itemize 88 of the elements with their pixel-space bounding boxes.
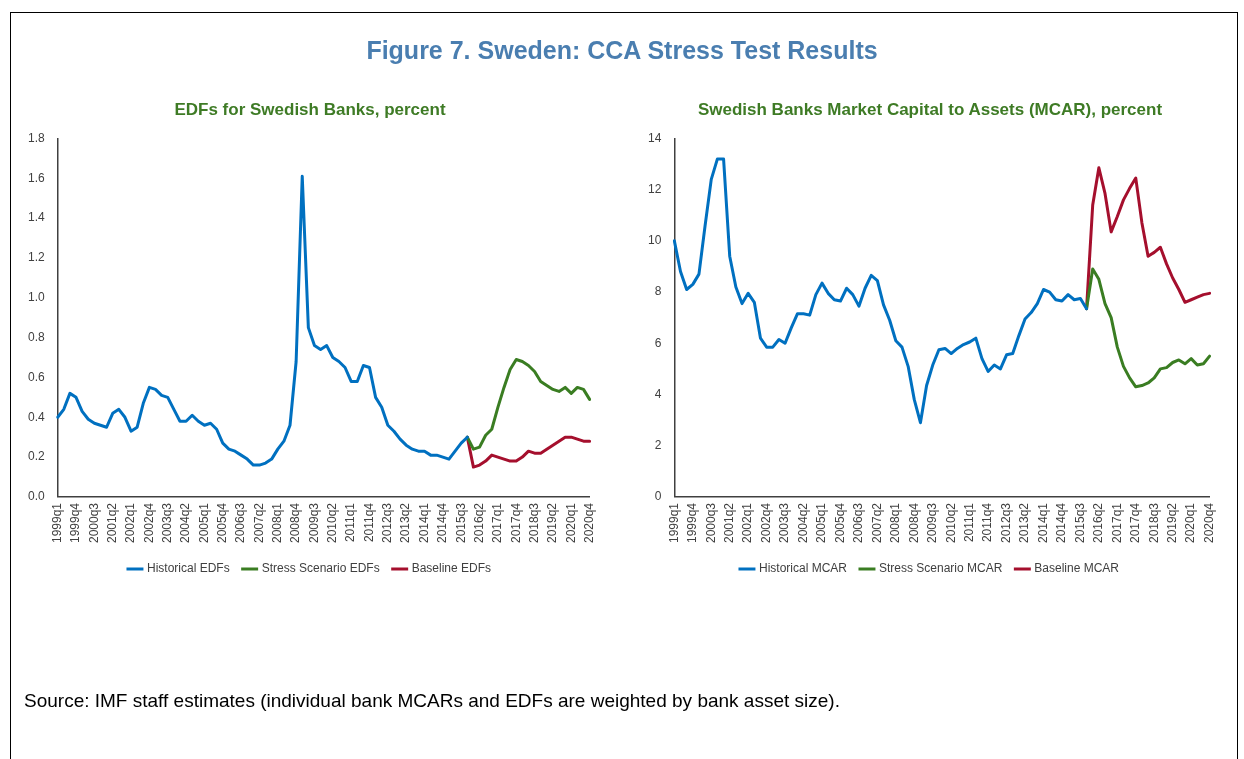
- x-tick-label: 1999q4: [685, 502, 700, 543]
- x-tick-label: 2004q2: [178, 502, 193, 543]
- x-tick-label: 2017q1: [1109, 502, 1124, 543]
- x-tick-label: 1999q4: [68, 502, 83, 543]
- y-tick-label: 14: [647, 130, 662, 145]
- y-tick-label: 0.6: [27, 369, 45, 384]
- legend-label: Stress Scenario EDFs: [261, 561, 380, 576]
- y-tick-label: 1.2: [27, 250, 45, 265]
- x-tick-label: 2005q4: [215, 502, 230, 543]
- chart-title: Swedish Banks Market Capital to Assets (MCAR), percent: [697, 99, 1163, 119]
- x-tick-label: 2014q4: [1054, 502, 1069, 543]
- legend-label: Baseline EDFs: [411, 561, 492, 576]
- x-tick-label: 2014q4: [435, 502, 450, 543]
- x-tick-label: 2005q1: [196, 502, 211, 543]
- x-tick-label: 2009q3: [306, 502, 321, 543]
- x-tick-label: 2001q2: [105, 502, 120, 543]
- x-tick-label: 2000q3: [86, 502, 101, 543]
- source-note: Source: IMF staff estimates (individual bank MCARs and EDFs are weighted by bank asset size).: [24, 689, 841, 713]
- x-tick-label: 2012q3: [998, 502, 1013, 543]
- y-tick-label: 0.0: [27, 489, 45, 504]
- y-tick-label: 0.4: [27, 409, 45, 424]
- x-tick-label: 2001q2: [722, 502, 737, 543]
- x-tick-label: 2019q2: [1165, 502, 1179, 543]
- x-tick-label: 2020q4: [581, 502, 596, 543]
- x-tick-label: 2008q4: [906, 502, 921, 543]
- x-tick-label: 2020q1: [1183, 502, 1198, 543]
- x-tick-label: 2012q3: [380, 502, 395, 543]
- x-tick-label: 2016q2: [471, 502, 486, 543]
- x-tick-label: 2010q2: [943, 502, 958, 543]
- chart-title: EDFs for Swedish Banks, percent: [174, 99, 446, 119]
- y-tick-label: 0: [654, 489, 662, 504]
- legend-label: Historical MCAR: [758, 561, 848, 576]
- x-tick-label: 2003q3: [160, 502, 175, 543]
- x-tick-label: 2020q1: [563, 502, 578, 543]
- x-tick-label: 2011q1: [961, 502, 976, 543]
- y-tick-label: 2: [654, 438, 662, 453]
- x-tick-label: 2018q3: [1146, 502, 1161, 543]
- y-tick-label: 10: [647, 233, 662, 248]
- y-tick-label: 4: [654, 386, 662, 401]
- x-tick-label: 2005q1: [814, 502, 829, 543]
- x-tick-label: 2003q3: [777, 502, 792, 543]
- x-tick-label: 2011q1: [343, 502, 358, 543]
- x-tick-label: 2015q3: [453, 502, 468, 543]
- x-tick-label: 2002q1: [123, 502, 138, 543]
- x-tick-label: 2020q4: [1201, 502, 1216, 543]
- x-tick-label: 2008q1: [888, 502, 903, 543]
- x-tick-label: 1999q1: [49, 502, 64, 543]
- x-tick-label: 2007q2: [869, 502, 884, 543]
- x-tick-label: 2002q4: [141, 502, 156, 543]
- y-tick-label: 0.2: [27, 449, 45, 464]
- x-tick-label: 2017q1: [490, 502, 505, 543]
- x-tick-label: 2014q1: [416, 502, 431, 543]
- y-tick-label: 6: [654, 335, 662, 350]
- x-tick-label: 2002q1: [740, 502, 755, 543]
- x-tick-label: 2006q3: [233, 502, 248, 543]
- y-tick-label: 1.4: [27, 210, 45, 225]
- x-tick-label: 2009q3: [925, 502, 940, 543]
- y-tick-label: 0.8: [27, 329, 45, 344]
- x-tick-label: 2002q4: [758, 502, 773, 543]
- x-tick-label: 2006q3: [851, 502, 866, 543]
- legend-label: Stress Scenario MCAR: [878, 561, 1003, 576]
- x-tick-label: 2011q4: [361, 502, 376, 543]
- text: Figure 7. Sweden: CCA Stress Test Results: [365, 36, 879, 65]
- y-tick-label: 1.6: [27, 170, 45, 185]
- x-tick-label: 2017q4: [508, 502, 523, 543]
- x-tick-label: 2013q2: [398, 502, 413, 543]
- x-tick-label: 2010q2: [325, 502, 340, 543]
- x-tick-label: 1999q1: [666, 502, 681, 543]
- y-tick-label: 1.0: [27, 290, 45, 305]
- x-tick-label: 2019q2: [545, 502, 560, 543]
- x-tick-label: 2018q3: [526, 502, 541, 543]
- y-tick-label: 8: [654, 284, 662, 299]
- x-tick-label: 2008q1: [270, 502, 285, 543]
- x-tick-label: 2011q4: [980, 502, 995, 543]
- x-tick-label: 2005q4: [832, 502, 847, 543]
- x-tick-label: 2013q2: [1017, 502, 1032, 543]
- x-tick-label: 2014q1: [1035, 502, 1050, 543]
- y-tick-label: 12: [647, 181, 662, 196]
- legend-label: Baseline MCAR: [1034, 561, 1120, 576]
- x-tick-label: 2007q2: [251, 502, 266, 543]
- y-tick-label: 1.8: [27, 130, 45, 145]
- x-tick-label: 2016q2: [1091, 502, 1106, 543]
- legend-label: Historical EDFs: [146, 561, 230, 576]
- x-tick-label: 2000q3: [703, 502, 718, 543]
- x-tick-label: 2004q2: [795, 502, 810, 543]
- x-tick-label: 2015q3: [1072, 502, 1087, 543]
- x-tick-label: 2017q4: [1128, 502, 1143, 543]
- x-tick-label: 2008q4: [288, 502, 303, 543]
